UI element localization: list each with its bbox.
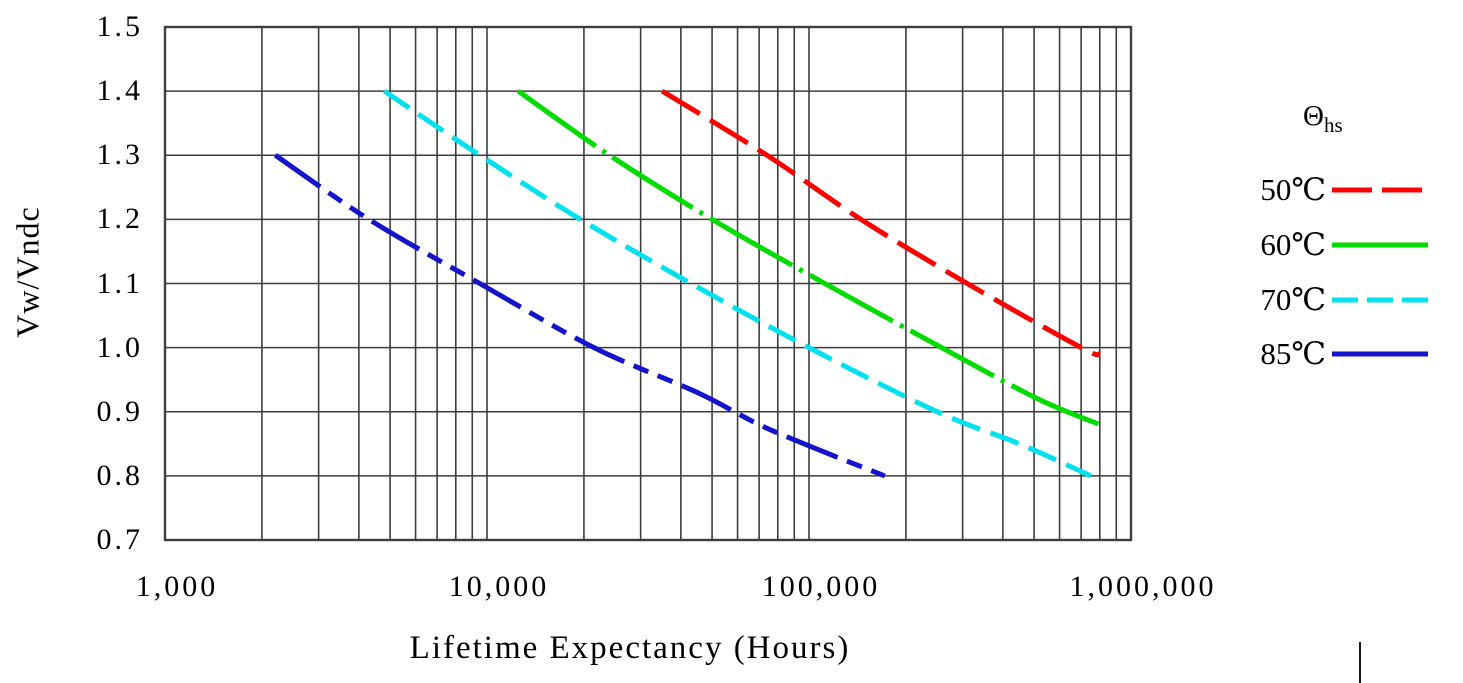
grid (164, 26, 1131, 541)
y-axis-title: Vw/Vndc (9, 206, 46, 338)
y-tick-label-1.0: 1.0 (96, 330, 143, 364)
y-tick-label-1.3: 1.3 (96, 138, 143, 172)
y-tick-label-1.1: 1.1 (96, 266, 143, 300)
y-tick-label-0.9: 0.9 (96, 394, 143, 428)
curve-60c (516, 89, 1101, 427)
x-tick-label-1,000: 1,000 (135, 570, 219, 603)
curve-70c (383, 89, 1092, 479)
x-tick-label-1,000,000: 1,000,000 (1069, 570, 1217, 603)
legend-line-85c (1332, 351, 1428, 357)
x-axis-title: Lifetime Expectancy (Hours) (409, 630, 851, 666)
legend-label-60c: 60℃ (1260, 227, 1326, 262)
legend-line-50c (1332, 187, 1428, 193)
y-tick-label-0.7: 0.7 (96, 523, 143, 556)
y-tick-label-1.4: 1.4 (96, 74, 143, 108)
y-tick-label-0.8: 0.8 (96, 458, 143, 492)
legend-line-60c (1332, 242, 1428, 248)
curve-50c (660, 88, 1102, 358)
stray-vertical-mark (1359, 642, 1361, 683)
y-tick-label-1.2: 1.2 (96, 202, 143, 236)
curve-85c (273, 153, 886, 479)
legend-title-symbol: Θ (1303, 100, 1324, 132)
x-tick-label-100,000: 100,000 (761, 570, 881, 603)
legend-label-70c: 70℃ (1260, 282, 1326, 317)
legend-title: Θhs (1303, 100, 1343, 138)
y-tick-label-1.5: 1.5 (96, 10, 143, 43)
legend-title-subscript: hs (1323, 112, 1343, 137)
legend-label-50c: 50℃ (1260, 172, 1326, 207)
legend-line-70c (1332, 297, 1428, 303)
legend-label-85c: 85℃ (1260, 336, 1326, 371)
plot-frame (163, 25, 1133, 542)
x-tick-label-10,000: 10,000 (448, 570, 550, 603)
